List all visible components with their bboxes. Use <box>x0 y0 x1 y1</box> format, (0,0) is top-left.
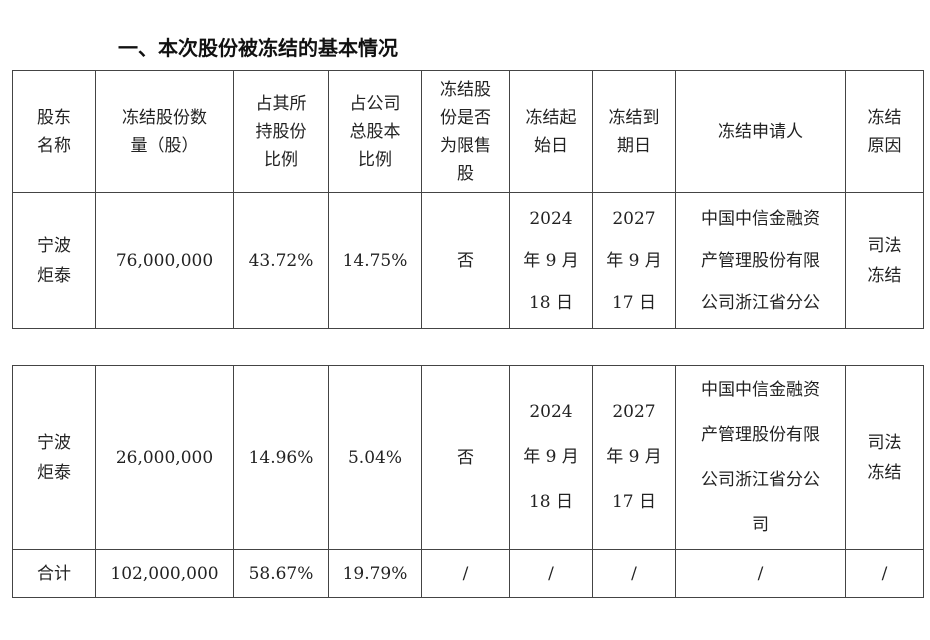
section-title: 一、本次股份被冻结的基本情况 <box>118 36 398 60</box>
header-start-date: 冻结起 始日 <box>509 70 593 193</box>
table-row: 宁波 炬泰 26,000,000 14.96% 5.04% 否 2024 年 9 月… <box>12 365 924 550</box>
shares-cell: 76,000,000 <box>95 192 234 329</box>
header-applicant: 冻结申请人 <box>675 70 846 193</box>
pct-held-cell: 14.96% <box>233 365 329 550</box>
freeze-table-1: 股东 名称 冻结股份数 量（股） 占其所 持股份 比例 占公司 总股本 比例 冻结股 份是否为… <box>12 70 924 329</box>
restricted-cell: 否 <box>421 192 510 329</box>
total-start-cell: / <box>509 549 593 598</box>
header-row: 股东 名称 冻结股份数 量（股） 占其所 持股份 比例 占公司 总股本 比例 冻结股 份是否为… <box>12 70 924 193</box>
applicant-cell: 中国中信金融资 产管理股份有限 公司浙江省分公司 <box>675 365 846 550</box>
end-date-cell: 2027 年 9 月 17 日 <box>592 192 676 329</box>
start-date-cell: 2024 年 9 月 18 日 <box>509 192 593 329</box>
freeze-table-2: 宁波 炬泰 26,000,000 14.96% 5.04% 否 2024 年 9 月… <box>12 365 924 598</box>
total-shares-cell: 102,000,000 <box>95 549 234 598</box>
total-restricted-cell: / <box>421 549 510 598</box>
total-end-cell: / <box>592 549 676 598</box>
shares-cell: 26,000,000 <box>95 365 234 550</box>
pct-total-cell: 14.75% <box>328 192 422 329</box>
total-reason-cell: / <box>845 549 924 598</box>
header-pct-total: 占公司 总股本 比例 <box>328 70 422 193</box>
pct-total-cell: 5.04% <box>328 365 422 550</box>
end-date-cell: 2027 年 9 月 17 日 <box>592 365 676 550</box>
header-holder-name: 股东 名称 <box>12 70 96 193</box>
header-pct-held: 占其所 持股份 比例 <box>233 70 329 193</box>
reason-cell: 司法 冻结 <box>845 365 924 550</box>
total-applicant-cell: / <box>675 549 846 598</box>
total-label-cell: 合计 <box>12 549 96 598</box>
total-pct-total-cell: 19.79% <box>328 549 422 598</box>
holder-cell: 宁波 炬泰 <box>12 192 96 329</box>
applicant-cell: 中国中信金融资 产管理股份有限 公司浙江省分公 <box>675 192 846 329</box>
table-row: 宁波 炬泰 76,000,000 43.72% 14.75% 否 2024 年 9 … <box>12 192 924 329</box>
header-reason: 冻结 原因 <box>845 70 924 193</box>
holder-cell: 宁波 炬泰 <box>12 365 96 550</box>
header-restricted: 冻结股 份是否 为限售股 <box>421 70 510 193</box>
header-frozen-shares: 冻结股份数 量（股） <box>95 70 234 193</box>
reason-cell: 司法 冻结 <box>845 192 924 329</box>
total-row: 合计 102,000,000 58.67% 19.79% / / / / / <box>12 549 924 598</box>
pct-held-cell: 43.72% <box>233 192 329 329</box>
total-pct-held-cell: 58.67% <box>233 549 329 598</box>
start-date-cell: 2024 年 9 月 18 日 <box>509 365 593 550</box>
header-end-date: 冻结到 期日 <box>592 70 676 193</box>
restricted-cell: 否 <box>421 365 510 550</box>
